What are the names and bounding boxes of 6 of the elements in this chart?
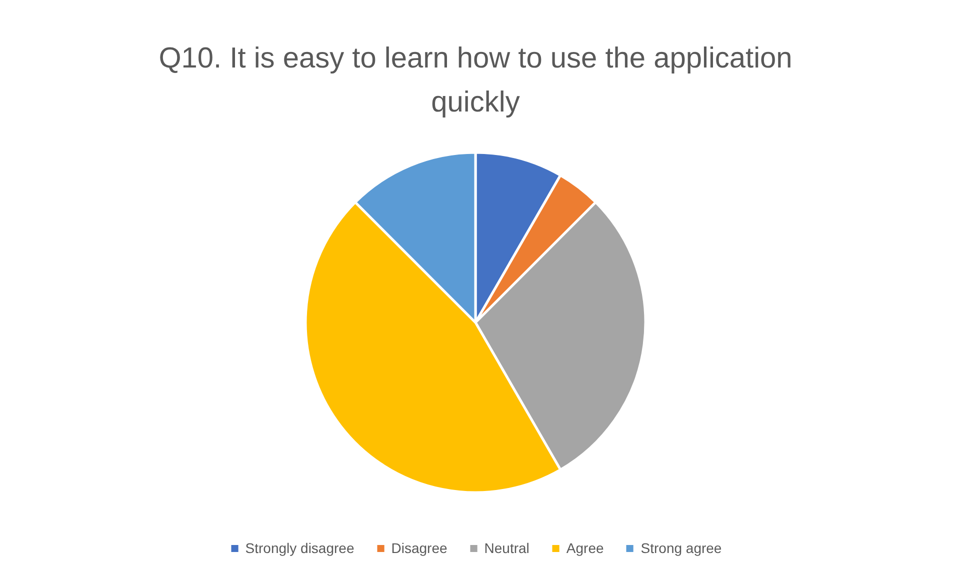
chart-title: Q10. It is easy to learn how to use the application quickly (158, 42, 792, 118)
legend-label: Agree (566, 540, 604, 556)
legend-label: Disagree (391, 540, 448, 556)
legend-label: Strong agree (640, 540, 722, 556)
legend-label: Neutral (484, 540, 530, 556)
legend-label: Strongly disagree (245, 540, 354, 556)
